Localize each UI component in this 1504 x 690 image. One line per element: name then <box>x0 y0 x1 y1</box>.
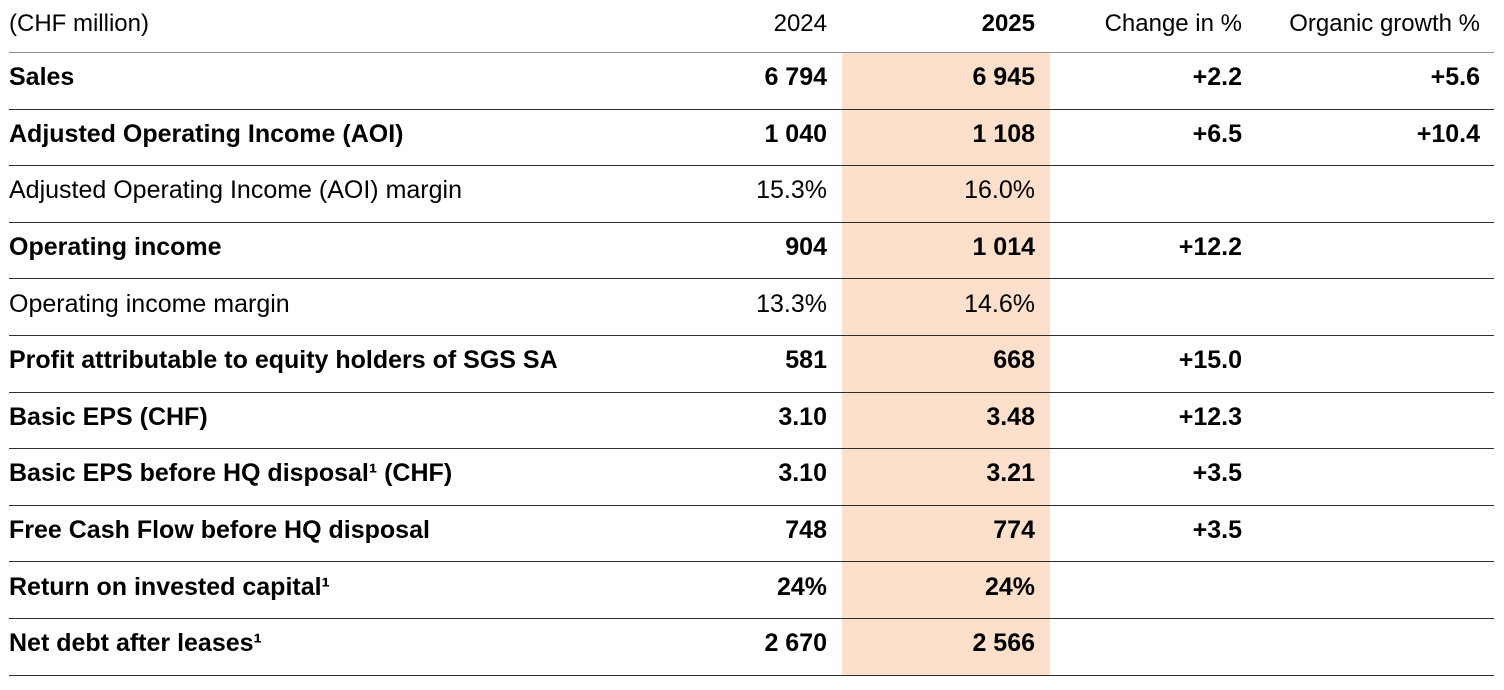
table-row: Net debt after leases¹ 2 670 2 566 <box>9 618 1494 676</box>
cell-change-percent: +6.5 <box>1192 119 1242 148</box>
table-body: Sales 6 794 6 945 +2.2 +5.6 Adjusted Ope… <box>9 53 1494 676</box>
cell-2024: 3.10 <box>778 459 827 488</box>
cell-2025-highlighted: 16.0% <box>842 166 1050 222</box>
row-label: Operating income <box>9 233 222 262</box>
cell-change-percent: +15.0 <box>1178 346 1242 375</box>
cell-2025-highlighted: 6 945 <box>842 53 1050 109</box>
column-spacer <box>827 279 842 335</box>
cell-2025-highlighted: 2 566 <box>842 618 1050 675</box>
col-header-change: Change in % <box>1104 10 1242 37</box>
column-spacer <box>827 110 842 166</box>
cell-change-percent: +2.2 <box>1192 63 1242 92</box>
row-label: Net debt after leases¹ <box>9 629 262 658</box>
cell-2025-highlighted: 1 014 <box>842 222 1050 279</box>
row-label: Sales <box>9 63 75 92</box>
cell-2025-highlighted: 3.21 <box>842 449 1050 505</box>
column-spacer <box>827 53 842 109</box>
cell-change-percent: +3.5 <box>1192 516 1242 545</box>
table-row: Operating income margin 13.3% 14.6% <box>9 279 1494 336</box>
table-row: Operating income 904 1 014 +12.2 <box>9 222 1494 280</box>
cell-organic-growth <box>1242 562 1494 618</box>
cell-2024: 15.3% <box>756 176 827 205</box>
row-label-cell: Basic EPS (CHF) <box>9 393 707 449</box>
row-label: Adjusted Operating Income (AOI) <box>9 119 404 148</box>
row-label-cell: Operating income margin <box>9 279 707 335</box>
column-spacer <box>827 562 842 618</box>
row-label: Profit attributable to equity holders of… <box>9 346 558 375</box>
unit-label: (CHF million) <box>9 10 149 37</box>
cell-change-percent <box>1050 166 1242 222</box>
row-label: Basic EPS (CHF) <box>9 402 208 431</box>
cell-organic-growth: +5.6 <box>1430 63 1480 92</box>
column-spacer <box>827 223 842 279</box>
cell-organic-growth <box>1242 619 1494 675</box>
cell-organic-growth <box>1242 449 1494 505</box>
cell-2024: 3.10 <box>778 402 827 431</box>
table-row: Sales 6 794 6 945 +2.2 +5.6 <box>9 53 1494 110</box>
column-spacer <box>827 449 842 505</box>
cell-organic-growth: +10.4 <box>1416 119 1480 148</box>
col-header-2025: 2025 <box>981 10 1035 37</box>
cell-2024: 13.3% <box>756 289 827 318</box>
row-label-cell: Adjusted Operating Income (AOI) margin <box>9 166 707 222</box>
cell-2024: 2 670 <box>764 629 827 658</box>
cell-2024: 581 <box>785 346 827 375</box>
cell-2025-highlighted: 24% <box>842 562 1050 618</box>
cell-2025-highlighted: 14.6% <box>842 279 1050 335</box>
financial-results-table: (CHF million) 2024 2025 Change in % Orga… <box>9 0 1494 676</box>
cell-organic-growth <box>1242 336 1494 392</box>
cell-2024: 748 <box>785 516 827 545</box>
row-label-cell: Basic EPS before HQ disposal¹ (CHF) <box>9 449 707 505</box>
cell-change-percent: +12.3 <box>1178 402 1242 431</box>
cell-change-percent <box>1050 279 1242 335</box>
column-spacer <box>827 336 842 392</box>
cell-organic-growth <box>1242 279 1494 335</box>
row-label-cell: Free Cash Flow before HQ disposal <box>9 506 707 562</box>
row-label-cell: Operating income <box>9 223 707 279</box>
table-row: Profit attributable to equity holders of… <box>9 335 1494 393</box>
row-label-cell: Return on invested capital¹ <box>9 562 707 618</box>
table-row: Basic EPS (CHF) 3.10 3.48 +12.3 <box>9 392 1494 450</box>
cell-2024: 24% <box>776 572 827 601</box>
table-row: Adjusted Operating Income (AOI) 1 040 1 … <box>9 109 1494 167</box>
table-row: Adjusted Operating Income (AOI) margin 1… <box>9 166 1494 223</box>
table-row: Free Cash Flow before HQ disposal 748 77… <box>9 505 1494 563</box>
cell-2025-highlighted: 3.48 <box>842 392 1050 449</box>
row-label-cell: Net debt after leases¹ <box>9 619 707 675</box>
cell-change-percent: +3.5 <box>1192 459 1242 488</box>
row-label: Basic EPS before HQ disposal¹ (CHF) <box>9 459 453 488</box>
cell-2025-highlighted: 1 108 <box>842 109 1050 166</box>
cell-change-percent <box>1050 562 1242 618</box>
col-header-organic-growth: Organic growth % <box>1289 10 1480 37</box>
column-spacer <box>827 0 842 52</box>
column-spacer <box>827 166 842 222</box>
cell-organic-growth <box>1242 393 1494 449</box>
cell-2024: 1 040 <box>764 119 827 148</box>
column-spacer <box>827 506 842 562</box>
table-row: Basic EPS before HQ disposal¹ (CHF) 3.10… <box>9 449 1494 506</box>
row-label-cell: Profit attributable to equity holders of… <box>9 336 707 392</box>
table-header-row: (CHF million) 2024 2025 Change in % Orga… <box>9 0 1494 53</box>
cell-change-percent: +12.2 <box>1178 233 1242 262</box>
row-label: Free Cash Flow before HQ disposal <box>9 516 430 545</box>
cell-2025-highlighted: 668 <box>842 335 1050 392</box>
col-header-2024: 2024 <box>773 10 827 37</box>
cell-2025-highlighted: 774 <box>842 505 1050 562</box>
cell-2024: 904 <box>785 233 827 262</box>
cell-organic-growth <box>1242 166 1494 222</box>
row-label: Adjusted Operating Income (AOI) margin <box>9 176 462 205</box>
cell-organic-growth <box>1242 506 1494 562</box>
row-label: Return on invested capital¹ <box>9 572 330 601</box>
column-spacer <box>827 619 842 675</box>
cell-organic-growth <box>1242 223 1494 279</box>
unit-label-cell: (CHF million) <box>9 0 707 52</box>
cell-change-percent <box>1050 619 1242 675</box>
row-label-cell: Adjusted Operating Income (AOI) <box>9 110 707 166</box>
row-label-cell: Sales <box>9 53 707 109</box>
cell-2024: 6 794 <box>764 63 827 92</box>
row-label: Operating income margin <box>9 289 290 318</box>
table-row: Return on invested capital¹ 24% 24% <box>9 562 1494 619</box>
column-spacer <box>827 393 842 449</box>
